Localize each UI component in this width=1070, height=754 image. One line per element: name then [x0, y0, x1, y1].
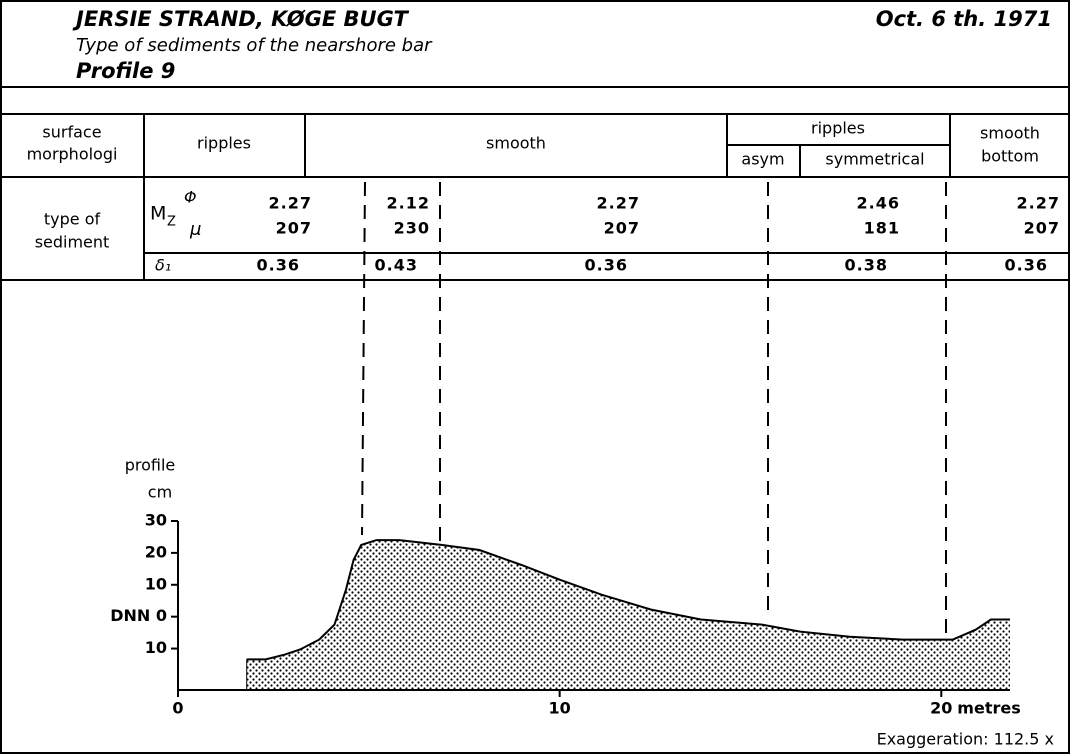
cell-value: 0.36: [1005, 256, 1048, 275]
cell-value: 0.36: [585, 256, 628, 275]
cell-value: 2.46: [857, 194, 900, 213]
y-tick-label: DNN 0: [110, 606, 167, 625]
cell-value: 2.12: [387, 194, 430, 213]
row-label: morphologi: [27, 145, 118, 164]
phi-symbol: Φ: [184, 188, 197, 207]
x-tick-label: 20: [930, 699, 952, 718]
profile-line: [246, 539, 1010, 661]
y-tick-label: 10: [145, 574, 167, 593]
cell: smooth: [980, 124, 1040, 143]
table-lines: [0, 86, 1070, 636]
cell-value: 207: [1024, 219, 1060, 238]
row-label: surface: [42, 123, 101, 142]
y-tick-label: 30: [145, 511, 167, 530]
cell-value: 0.36: [257, 256, 300, 275]
y-unit: cm: [148, 483, 172, 502]
mz: M: [150, 203, 166, 225]
cell-value: 207: [604, 219, 640, 238]
cell-value: 0.38: [845, 256, 888, 275]
x-tick-label: 0: [172, 699, 183, 718]
cell-value: 2.27: [1017, 194, 1060, 213]
row-label: type of: [44, 210, 101, 229]
cell: asym: [741, 150, 784, 169]
profile-label: Profile 9: [76, 59, 175, 83]
mz-sub: Z: [167, 215, 176, 230]
cell-value: 2.27: [597, 194, 640, 213]
x-tick-label: 10: [549, 699, 571, 718]
cell-value: 230: [394, 219, 430, 238]
cell: symmetrical: [825, 150, 924, 169]
cell-value: 2.27: [269, 194, 312, 213]
cell-value: 0.43: [375, 256, 418, 275]
subtitle: Type of sediments of the nearshore bar: [76, 35, 433, 56]
cell: bottom: [981, 147, 1039, 166]
cell-value: 181: [864, 219, 900, 238]
cell-value: 207: [276, 219, 312, 238]
cell: smooth: [486, 134, 546, 153]
title: JERSIE STRAND, KØGE BUGT: [72, 7, 409, 31]
date: Oct. 6 th. 1971: [876, 7, 1052, 31]
x-label: metres: [957, 699, 1020, 718]
y-tick-label: 10: [145, 638, 167, 657]
row-label: sediment: [35, 233, 110, 252]
annotation: Exaggeration: 112.5 x: [877, 730, 1054, 749]
mu-symbol: μ: [189, 219, 201, 240]
delta-symbol: δ₁: [155, 256, 171, 275]
cell: ripples: [811, 119, 865, 138]
profile-area: [246, 540, 1010, 690]
cell: ripples: [197, 134, 251, 153]
y-label: profile: [125, 456, 176, 475]
y-tick-label: 20: [145, 542, 167, 561]
